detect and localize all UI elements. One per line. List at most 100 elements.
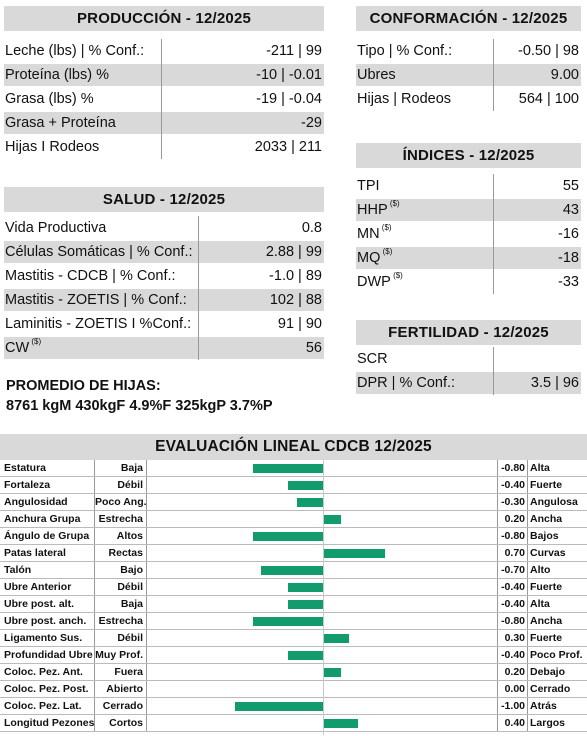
lineal-trait-label: Ubre post. anch.: [0, 613, 95, 629]
lineal-value: 0.20: [498, 511, 528, 527]
lineal-value: -0.80: [498, 528, 528, 544]
lineal-plot-cell: [147, 596, 498, 612]
salud-row-label: CW ($): [4, 337, 198, 359]
lineal-low-label: Rectas: [95, 545, 147, 561]
conformacion-row-ubres: Ubres 9.00: [356, 63, 581, 87]
lineal-bar: [323, 719, 359, 728]
lineal-low-label: Estrecha: [95, 511, 147, 527]
indices-row-mn: MN ($) -16: [356, 222, 581, 246]
lineal-low-label: Bajo: [95, 562, 147, 578]
salud-row-value: 56: [198, 337, 324, 359]
lineal-high-label: Atrás: [530, 700, 557, 712]
indices-header: ÍNDICES - 12/2025: [356, 143, 581, 168]
conformacion-row-label: Ubres: [356, 64, 493, 86]
conformacion-row-value: 564 | 100: [518, 91, 579, 107]
lineal-low-label: Muy Prof.: [95, 647, 147, 663]
fertilidad-row-scr: SCR: [356, 347, 581, 371]
lineal-bar: [323, 668, 341, 677]
lineal-bar: [287, 481, 323, 490]
lineal-low-label: Baja: [95, 596, 147, 612]
indices-row-value: -33: [558, 274, 579, 290]
lineal-high-label: Poco Prof.: [530, 649, 583, 661]
salud-row-celulas-somaticas-conf: Células Somáticas | % Conf.: 2.88 | 99: [4, 240, 324, 264]
lineal-low-label: Altos: [95, 528, 147, 544]
lineal-high-label: Fuerte: [530, 581, 563, 593]
lineal-bar: [287, 600, 323, 609]
conformacion-rows: Tipo | % Conf.: -0.50 | 98 Ubres 9.00 Hijas …: [356, 39, 581, 111]
salud-row-vida-productiva: Vida Productiva 0.8: [4, 216, 324, 240]
lineal-bar: [235, 702, 323, 711]
lineal-trait-label: Talón: [0, 562, 95, 578]
lineal-plot-cell: [147, 681, 498, 697]
lineal-low-label: Débil: [95, 630, 147, 646]
lineal-row-longitud-pezones: Longitud Pezones Cortos 0.40 Largos: [0, 715, 587, 732]
conformacion-section: CONFORMACIÓN - 12/2025 Tipo | % Conf.: -0…: [356, 6, 581, 111]
lineal-value: -0.40: [498, 647, 528, 663]
conformacion-row-tipo-conf: Tipo | % Conf.: -0.50 | 98: [356, 39, 581, 63]
indices-section: ÍNDICES - 12/2025 TPI 55 HHP ($) 43 MN ($) -1…: [356, 143, 581, 294]
produccion-section: PRODUCCIÓN - 12/2025 Leche (lbs) | % Con…: [4, 6, 324, 159]
conformacion-column-divider: [493, 39, 494, 111]
lineal-high-label: Bajos: [530, 530, 559, 542]
produccion-rows: Leche (lbs) | % Conf.: -211 | 99 Proteína …: [4, 39, 324, 159]
lineal-row-angulo-de-grupa: Ángulo de Grupa Altos -0.80 Bajos: [0, 528, 587, 545]
lineal-plot-cell: [147, 477, 498, 493]
lineal-plot-cell: [147, 545, 498, 561]
lineal-header: EVALUACIÓN LINEAL CDCB 12/2025: [0, 434, 587, 460]
lineal-high-label: Fuerte: [530, 632, 563, 644]
lineal-row-ubre-anterior: Ubre Anterior Débil -0.40 Fuerte: [0, 579, 587, 596]
indices-row-tpi: TPI 55: [356, 174, 581, 198]
lineal-row-ubre-post-alt: Ubre post. alt. Baja -0.40 Alta: [0, 596, 587, 613]
lineal-high-label: Debajo: [530, 666, 566, 678]
lineal-plot-cell: [147, 613, 498, 629]
salud-row-mastitis-cdcb-conf: Mastitis - CDCB | % Conf.: -1.0 | 89: [4, 264, 324, 288]
conformacion-row-hijas-rodeos: Hijas | Rodeos 564 | 100: [356, 87, 581, 111]
lineal-trait-label: Profundidad Ubre: [0, 647, 95, 663]
produccion-row-value: -211 | 99: [266, 43, 322, 59]
indices-row-mq: MQ ($) -18: [356, 246, 581, 270]
salud-row-mastitis-zoetis-conf: Mastitis - ZOETIS | % Conf.: 102 | 88: [4, 288, 324, 312]
lineal-bar: [252, 617, 323, 626]
lineal-high-label: Curvas: [530, 547, 566, 559]
fertilidad-row-label: DPR | % Conf.:: [356, 372, 493, 394]
produccion-row-value: -19 | -0.04: [256, 91, 322, 107]
lineal-plot-cell: [147, 562, 498, 578]
fertilidad-row-label: SCR: [357, 351, 388, 367]
lineal-trait-label: Coloc. Pez. Ant.: [0, 664, 95, 680]
lineal-value: 0.00: [498, 681, 528, 697]
produccion-row-value: 2033 | 211: [254, 139, 322, 155]
lineal-high-label: Alto: [530, 564, 551, 576]
conformacion-header: CONFORMACIÓN - 12/2025: [356, 6, 581, 31]
produccion-row-label: Proteína (lbs) %: [4, 64, 161, 86]
lineal-row-ubre-post-anch: Ubre post. anch. Estrecha -0.80 Ancha: [0, 613, 587, 630]
lineal-trait-label: Longitud Pezones: [0, 715, 95, 731]
conformacion-row-value: -0.50 | 98: [517, 43, 579, 59]
lineal-bar: [261, 566, 323, 575]
conformacion-row-label: Hijas | Rodeos: [357, 91, 452, 107]
produccion-row-proteina-lbs: Proteína (lbs) % -10 | -0.01: [4, 63, 324, 87]
lineal-row-estatura: Estatura Baja -0.80 Alta: [0, 460, 587, 477]
lineal-plot-cell: [147, 664, 498, 680]
lineal-high-label: Angulosa: [530, 496, 578, 508]
lineal-low-label: Abierto: [95, 681, 147, 697]
salud-header: SALUD - 12/2025: [4, 187, 324, 212]
salud-row-value: 91 | 90: [277, 316, 322, 332]
lineal-row-anchura-grupa: Anchura Grupa Estrecha 0.20 Ancha: [0, 511, 587, 528]
lineal-bar: [323, 549, 385, 558]
produccion-header: PRODUCCIÓN - 12/2025: [4, 6, 324, 31]
lineal-row-coloc-pez-lat: Coloc. Pez. Lat. Cerrado -1.00 Atrás: [0, 698, 587, 715]
indices-row-dwp: DWP ($) -33: [356, 270, 581, 294]
lineal-bar: [287, 651, 323, 660]
salud-row-label: Laminitis - ZOETIS I %Conf.:: [5, 316, 192, 332]
lineal-plot-cell: [147, 698, 498, 714]
lineal-row-profundidad-ubre: Profundidad Ubre Muy Prof. -0.40 Poco Prof.: [0, 647, 587, 664]
lineal-bar: [296, 498, 323, 507]
salud-row-value: -1.0 | 89: [269, 268, 322, 284]
salud-row-cw: CW ($) 56: [4, 336, 324, 360]
lineal-value: -0.80: [498, 460, 528, 476]
lineal-row-patas-lateral: Patas lateral Rectas 0.70 Curvas: [0, 545, 587, 562]
indices-row-value: 55: [562, 178, 579, 194]
lineal-plot-cell: [147, 647, 498, 663]
indices-rows: TPI 55 HHP ($) 43 MN ($) -16 MQ ($) -18 DWP ($) -…: [356, 174, 581, 294]
lineal-high-label: Alta: [530, 462, 550, 474]
